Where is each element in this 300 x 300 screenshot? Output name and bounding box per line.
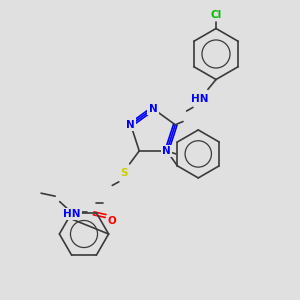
Text: N: N [148,103,158,114]
Text: HN: HN [63,209,80,219]
Text: S: S [121,168,128,178]
Text: N: N [126,120,135,130]
Text: N: N [162,146,171,156]
Text: HN: HN [191,94,208,104]
Text: O: O [108,216,117,226]
Text: Cl: Cl [210,10,222,20]
